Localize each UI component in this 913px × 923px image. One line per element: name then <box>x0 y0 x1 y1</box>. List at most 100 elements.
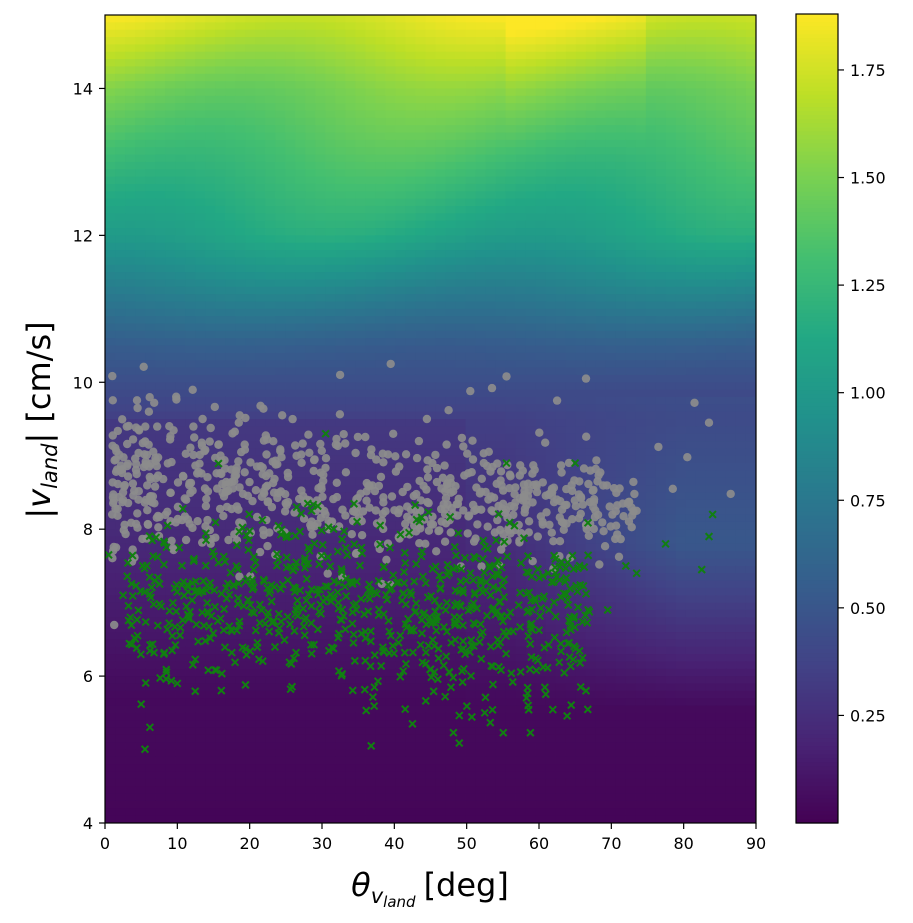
heatmap-cell <box>605 37 617 45</box>
heatmap-cell <box>585 198 597 207</box>
heatmap-cell <box>585 455 597 464</box>
heatmap-cell <box>435 242 447 251</box>
heatmap-cell <box>205 22 216 31</box>
heatmap-cell <box>255 147 266 156</box>
heatmap-cell <box>525 176 537 185</box>
heatmap-cell <box>725 551 737 560</box>
heatmap-cell <box>275 419 286 427</box>
heatmap-cell <box>605 396 617 405</box>
heatmap-cell <box>345 389 356 398</box>
heatmap-cell <box>515 543 527 552</box>
heatmap-cell <box>525 125 537 134</box>
heatmap-cell <box>545 250 557 258</box>
heatmap-cell <box>545 294 557 303</box>
heatmap-cell <box>695 250 707 258</box>
heatmap-cell <box>675 463 687 472</box>
heatmap-cell <box>255 338 266 347</box>
heatmap-cell <box>655 411 667 420</box>
heatmap-cell <box>685 521 697 530</box>
heatmap-cell <box>655 404 667 413</box>
heatmap-cell <box>355 154 366 163</box>
heatmap-cell <box>125 514 136 523</box>
heatmap-cell <box>695 301 707 310</box>
heatmap-cell <box>505 235 517 244</box>
heatmap-cell <box>405 470 417 479</box>
heatmap-cell <box>645 404 657 413</box>
heatmap-cell <box>495 88 507 97</box>
heatmap-cell <box>555 88 567 97</box>
heatmap-cell <box>675 161 687 170</box>
heatmap-cell <box>175 125 186 134</box>
heatmap-cell <box>725 88 737 97</box>
heatmap-cell <box>355 213 366 222</box>
heatmap-cell <box>625 536 637 545</box>
heatmap-cell <box>295 228 306 236</box>
heatmap-cell <box>675 110 687 119</box>
heatmap-cell <box>295 103 306 112</box>
heatmap-cell <box>195 161 206 170</box>
heatmap-cell <box>565 286 577 295</box>
heatmap-cell <box>395 404 407 413</box>
heatmap-cell <box>465 411 477 420</box>
heatmap-cell <box>545 73 557 82</box>
heatmap-cell <box>365 374 377 383</box>
heatmap-cell <box>685 330 697 339</box>
heatmap-cell <box>455 360 467 369</box>
heatmap-cell <box>575 433 587 442</box>
heatmap-cell <box>135 360 146 369</box>
heatmap-cell <box>685 29 697 38</box>
heatmap-cell <box>675 22 687 31</box>
heatmap-cell <box>705 250 717 258</box>
heatmap-cell <box>205 44 216 53</box>
heatmap-cell <box>135 411 146 420</box>
heatmap-cell <box>325 543 336 552</box>
heatmap-cell <box>505 448 517 457</box>
heatmap-cell <box>685 433 697 442</box>
heatmap-cell <box>675 316 687 325</box>
heatmap-cell <box>235 81 246 90</box>
heatmap-cell <box>365 220 377 229</box>
heatmap-cell <box>275 294 286 303</box>
heatmap-cell <box>655 37 667 45</box>
heatmap-cell <box>545 411 557 420</box>
heatmap-cell <box>175 103 186 112</box>
heatmap-cell <box>275 132 286 141</box>
heatmap-cell <box>235 125 246 134</box>
heatmap-cell <box>455 59 467 68</box>
heatmap-cell <box>195 213 206 222</box>
heatmap-cell <box>495 396 507 405</box>
heatmap-cell <box>355 396 366 405</box>
heatmap-cell <box>545 264 557 273</box>
heatmap-cell <box>435 198 447 207</box>
heatmap-cell <box>325 228 336 236</box>
heatmap-cell <box>355 499 366 508</box>
heatmap-cell <box>145 264 156 273</box>
heatmap-cell <box>395 169 407 178</box>
heatmap-cell <box>545 37 557 45</box>
heatmap-cell <box>745 529 756 538</box>
heatmap-cell <box>245 396 256 405</box>
heatmap-cell <box>715 198 727 207</box>
heatmap-cell <box>475 514 487 523</box>
heatmap-cell <box>565 257 577 266</box>
heatmap-cell <box>155 88 166 97</box>
heatmap-cell <box>585 536 597 545</box>
heatmap-cell <box>375 88 387 97</box>
heatmap-cell <box>345 139 356 148</box>
heatmap-cell <box>465 235 477 244</box>
heatmap-cell <box>365 455 377 464</box>
heatmap-cell <box>405 477 417 486</box>
heatmap-cell <box>505 551 517 560</box>
heatmap-cell <box>165 308 176 317</box>
heatmap-cell <box>725 543 737 552</box>
heatmap-cell <box>105 88 116 97</box>
heatmap-cell <box>235 169 246 178</box>
heatmap-cell <box>125 536 136 545</box>
heatmap-cell <box>335 191 346 200</box>
heatmap-cell <box>125 367 136 376</box>
heatmap-cell <box>725 51 737 60</box>
heatmap-cell <box>325 205 336 214</box>
heatmap-cell <box>255 301 266 310</box>
heatmap-cell <box>655 213 667 222</box>
heatmap-cell <box>595 257 607 266</box>
